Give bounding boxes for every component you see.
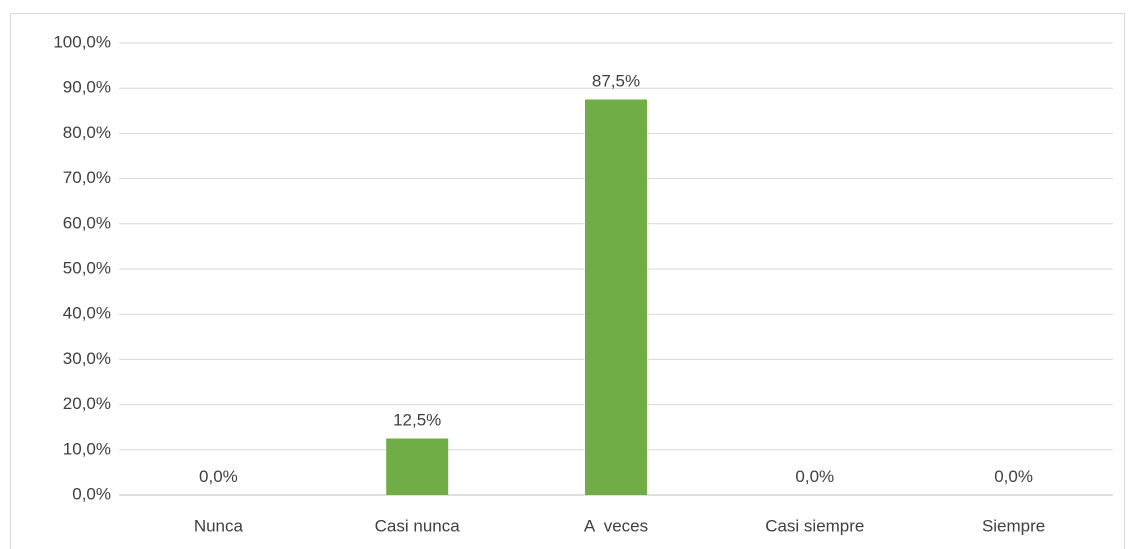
chart-frame <box>10 13 1125 549</box>
y-tick-label: 20,0% <box>63 394 111 413</box>
data-label: 0,0% <box>199 467 238 486</box>
x-category-label: Siempre <box>982 516 1045 535</box>
y-tick-label: 100,0% <box>53 32 111 51</box>
data-label: 0,0% <box>795 467 834 486</box>
bar <box>386 438 449 495</box>
y-tick-label: 70,0% <box>63 168 111 187</box>
data-label: 12,5% <box>393 411 441 430</box>
y-tick-label: 90,0% <box>63 78 111 97</box>
y-tick-label: 40,0% <box>63 304 111 323</box>
x-category-label: Casi nunca <box>375 516 461 535</box>
y-tick-label: 10,0% <box>63 439 111 458</box>
y-tick-label: 80,0% <box>63 123 111 142</box>
x-category-label: Nunca <box>194 516 244 535</box>
data-label: 0,0% <box>994 467 1033 486</box>
x-category-label: A veces <box>584 516 648 535</box>
y-tick-label: 0,0% <box>72 484 111 503</box>
data-label: 87,5% <box>592 72 640 91</box>
bar <box>585 99 647 495</box>
y-tick-label: 50,0% <box>63 258 111 277</box>
y-tick-label: 30,0% <box>63 349 111 368</box>
y-tick-label: 60,0% <box>63 213 111 232</box>
x-category-label: Casi siempre <box>765 516 864 535</box>
